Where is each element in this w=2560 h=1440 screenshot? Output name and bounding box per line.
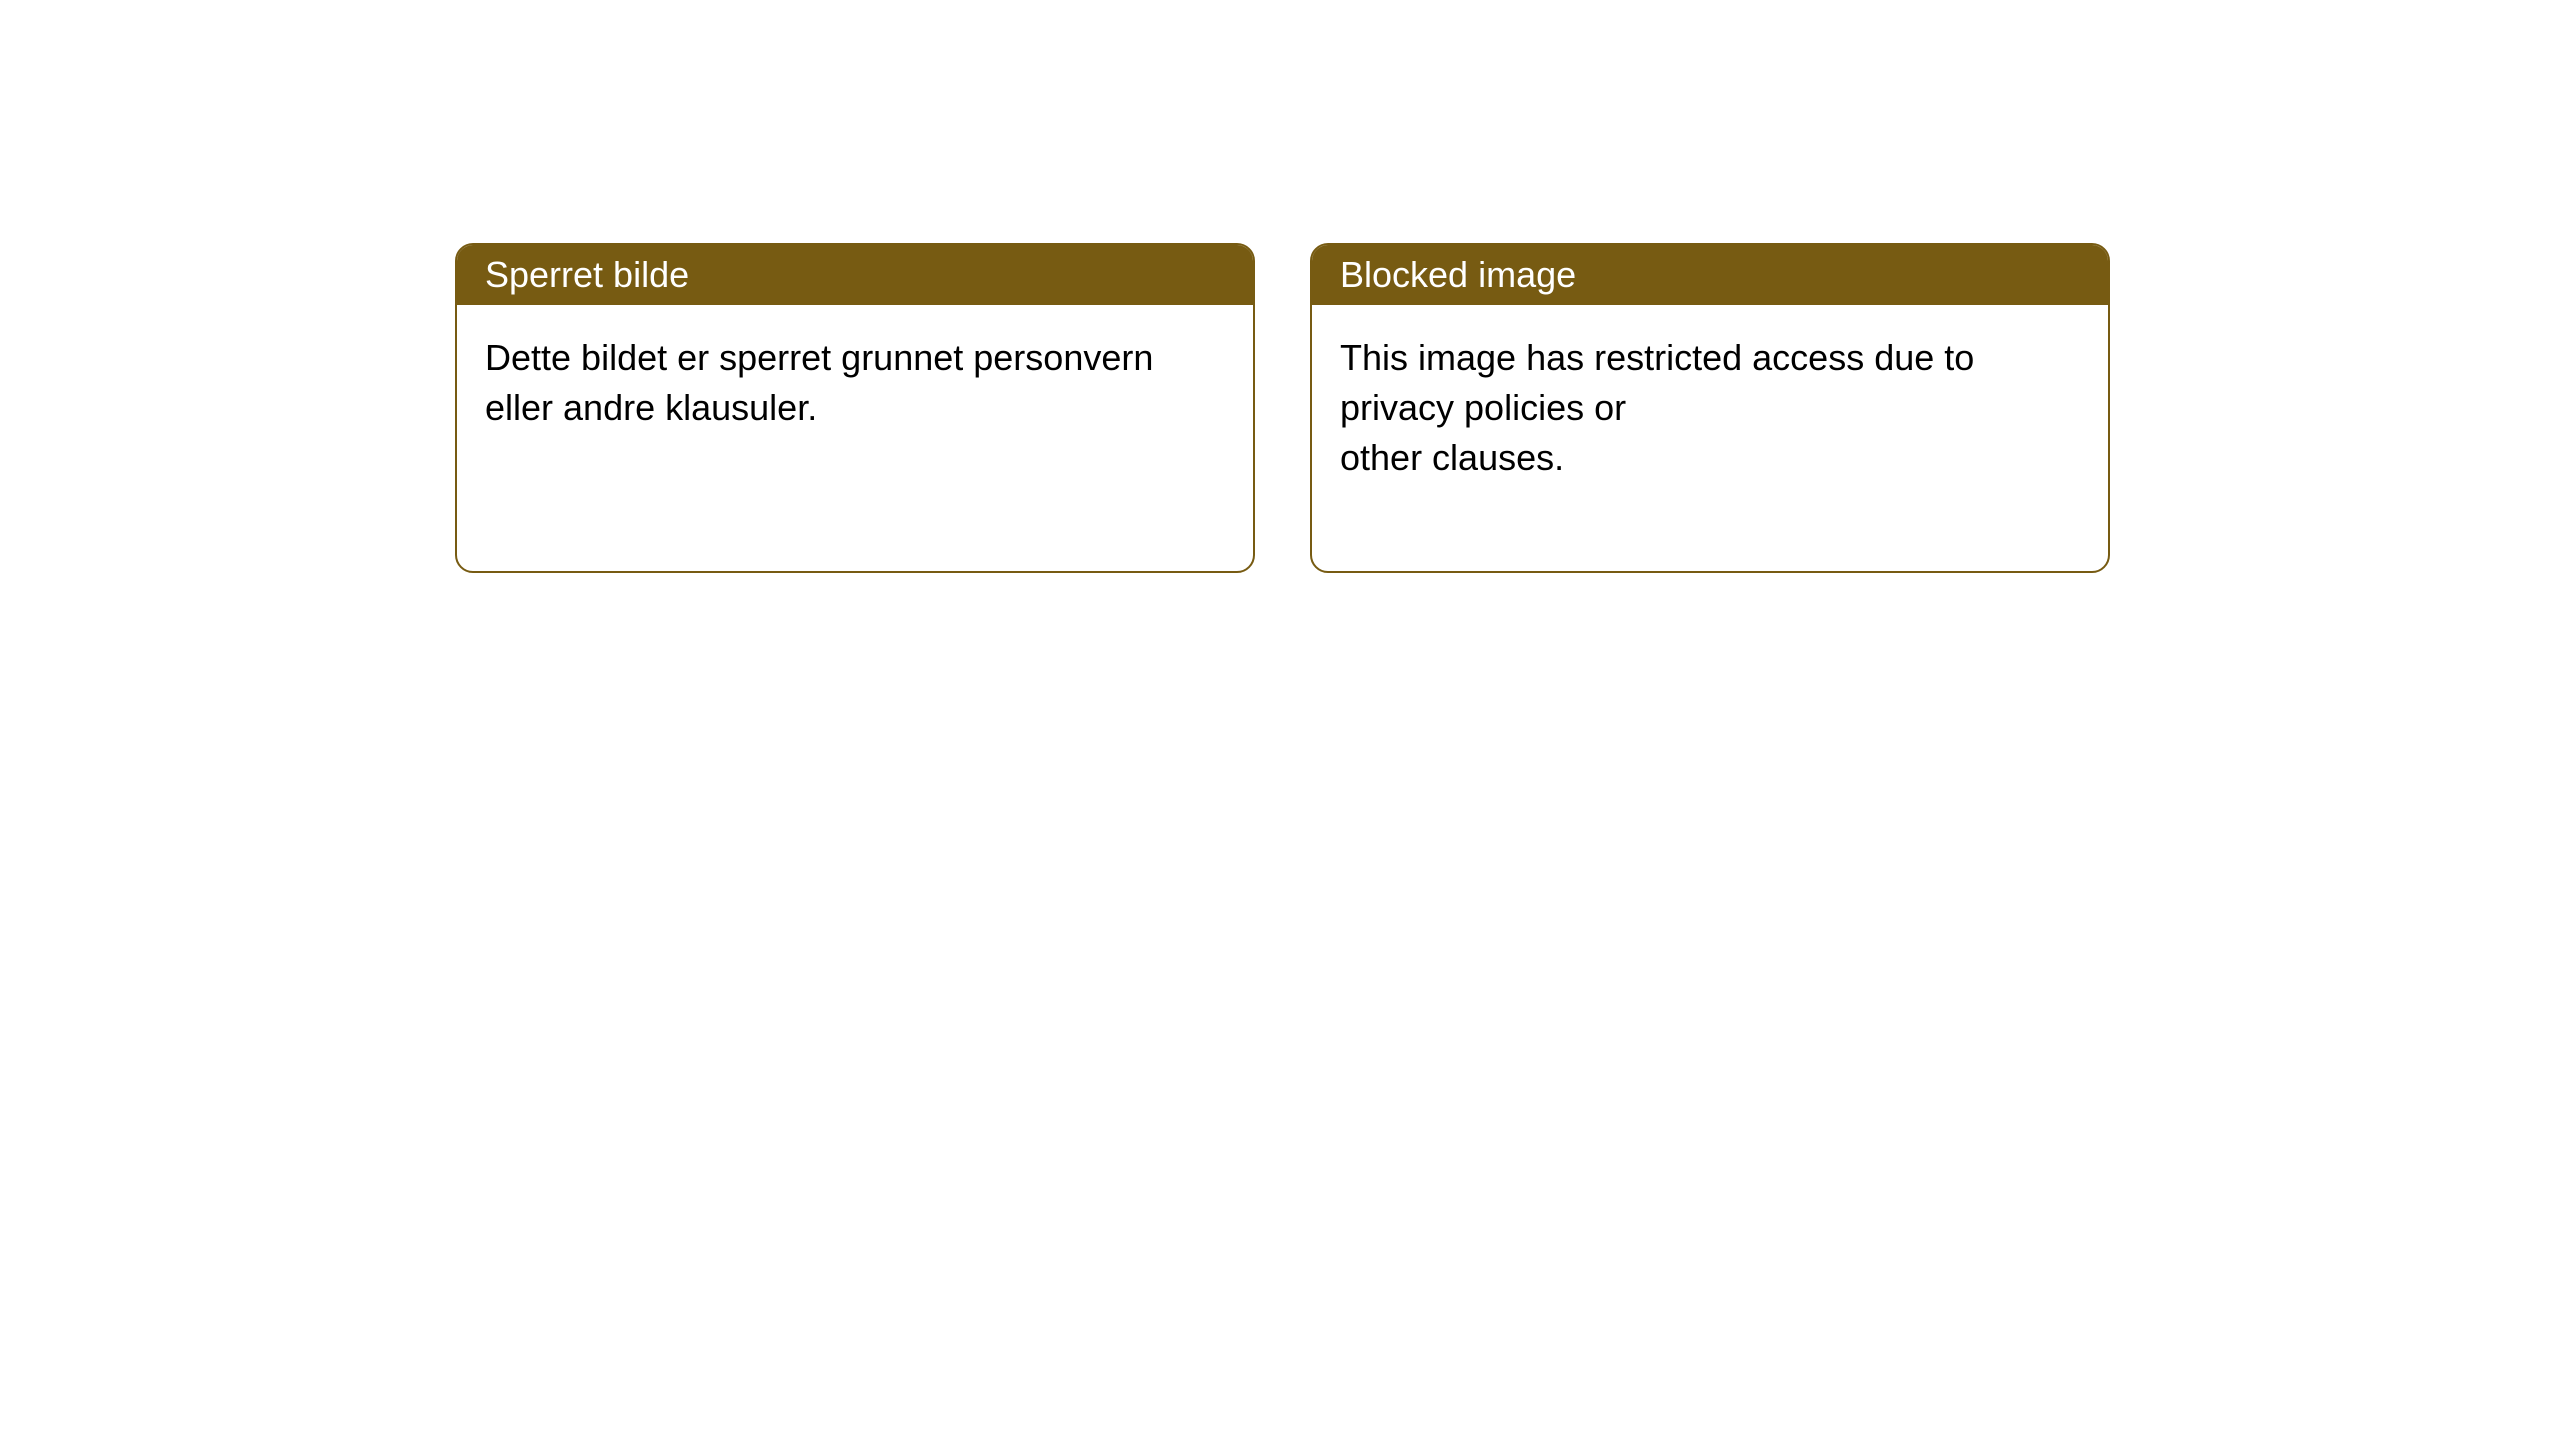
blocked-image-notice-row: Sperret bilde Dette bildet er sperret gr… [455, 243, 2110, 573]
blocked-image-card-en: Blocked image This image has restricted … [1310, 243, 2110, 573]
card-body: Dette bildet er sperret grunnet personve… [457, 305, 1253, 433]
card-title: Blocked image [1312, 245, 2108, 305]
card-title: Sperret bilde [457, 245, 1253, 305]
blocked-image-card-no: Sperret bilde Dette bildet er sperret gr… [455, 243, 1255, 573]
card-body: This image has restricted access due to … [1312, 305, 2108, 483]
